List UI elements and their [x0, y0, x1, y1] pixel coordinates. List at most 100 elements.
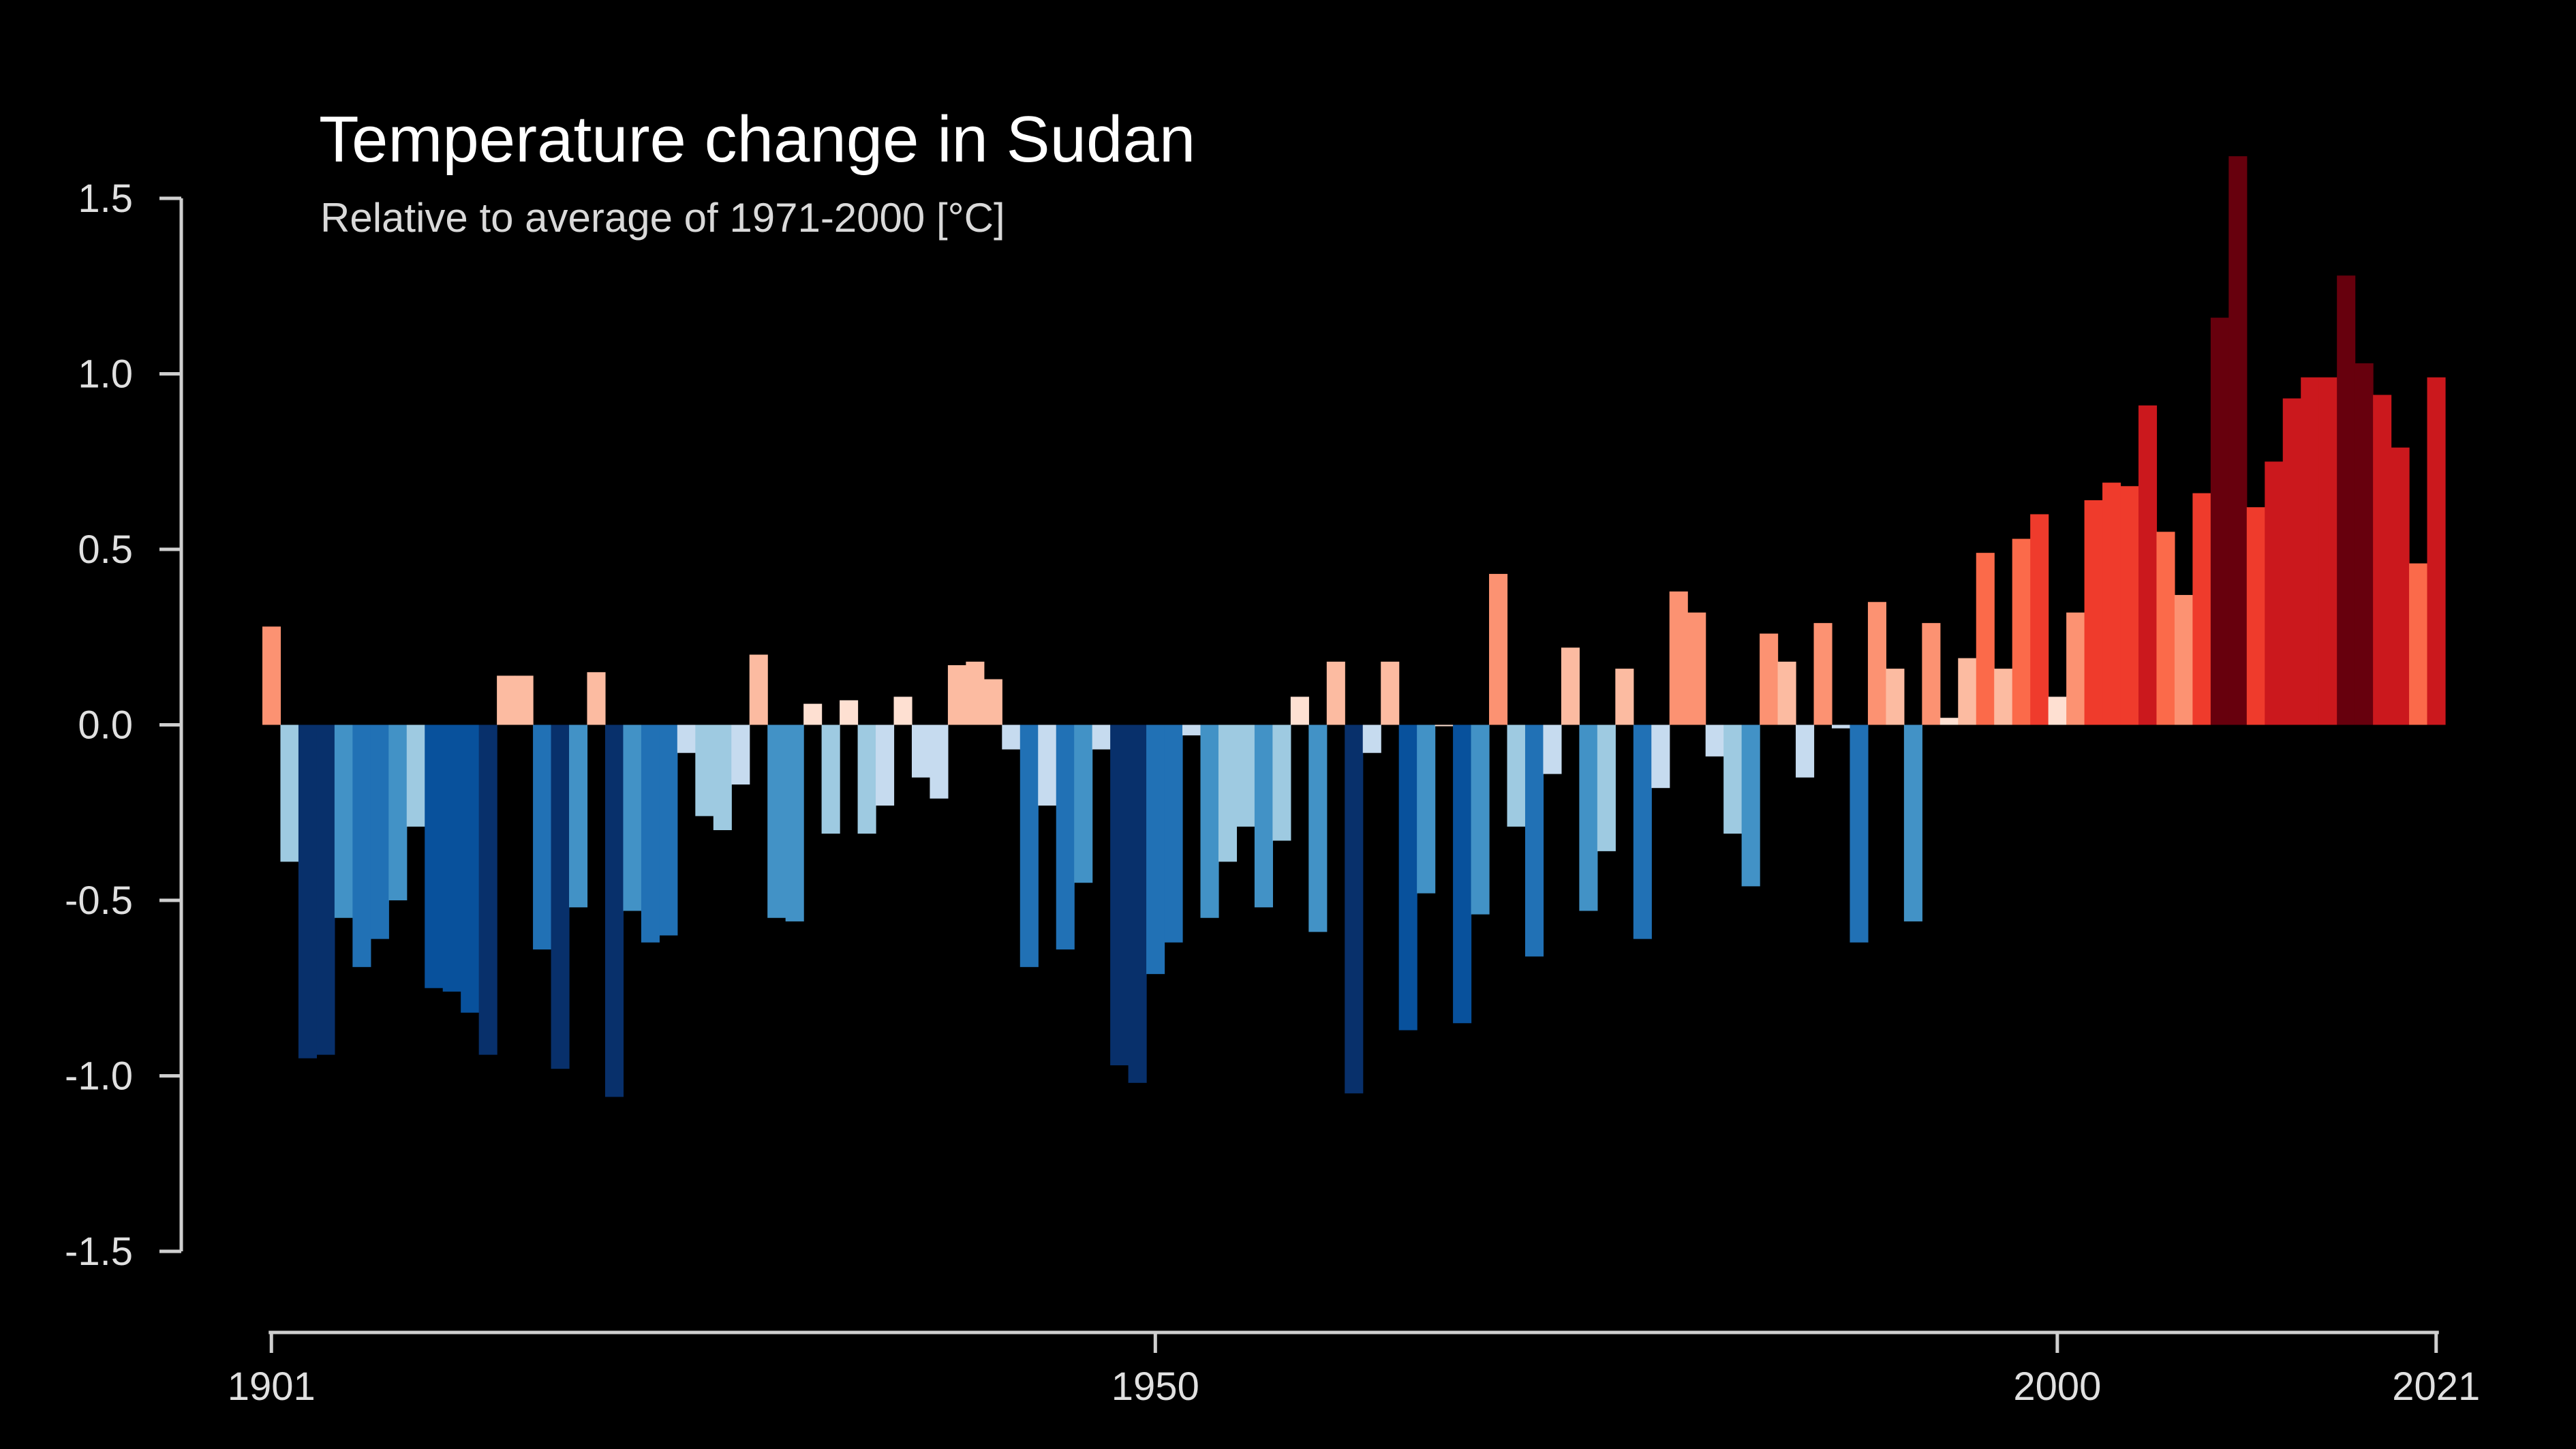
bar-1942	[1002, 724, 1021, 750]
bar-1980	[1687, 612, 1706, 725]
bar-1959	[1308, 724, 1328, 932]
bar-1994	[1939, 718, 1959, 725]
bar-1979	[1669, 591, 1688, 725]
bar-1992	[1903, 724, 1922, 921]
bar-1962	[1362, 724, 1381, 753]
bar-1914	[497, 675, 516, 725]
bar-2004	[2120, 486, 2139, 725]
bar-1901	[262, 626, 281, 725]
bar-1908	[388, 724, 408, 900]
bar-1976	[1615, 669, 1634, 725]
bar-1930	[785, 724, 804, 921]
bar-2010	[2228, 156, 2248, 725]
bar-2016	[2337, 275, 2356, 725]
bar-1965	[1417, 724, 1436, 894]
bar-1999	[2030, 514, 2049, 725]
bar-1910	[425, 724, 444, 988]
bar-1917	[551, 724, 570, 1069]
bar-1943	[1019, 724, 1039, 967]
bar-1920	[604, 724, 624, 1097]
y-tick-label: 1.0	[78, 352, 133, 397]
bar-1941	[983, 679, 1002, 725]
bar-1915	[515, 675, 534, 725]
bar-2009	[2210, 318, 2229, 725]
bar-1939	[947, 665, 966, 725]
bar-1928	[749, 654, 768, 725]
bar-1958	[1290, 697, 1309, 725]
bar-1986	[1796, 724, 1815, 778]
bar-1913	[478, 724, 497, 1055]
chart-subtitle: Relative to average of 1971-2000 [°C]	[320, 195, 1005, 241]
bar-1936	[893, 697, 913, 725]
bar-2005	[2138, 405, 2158, 725]
bar-1950	[1146, 724, 1165, 975]
bar-1961	[1345, 724, 1364, 1094]
bar-1932	[821, 724, 840, 834]
bar-1955	[1236, 724, 1255, 827]
bar-1993	[1922, 623, 1941, 725]
bar-1946	[1074, 724, 1093, 883]
bar-1944	[1038, 724, 1057, 806]
bar-1907	[370, 724, 389, 939]
x-tick-label: 2021	[2392, 1364, 2480, 1409]
bar-1923	[659, 724, 678, 936]
bar-2018	[2373, 395, 2392, 725]
bar-1995	[1958, 658, 1977, 725]
bar-1997	[1994, 669, 2013, 725]
bar-1918	[569, 724, 588, 908]
bar-1964	[1398, 724, 1417, 1031]
y-axis: 1.5 1.0 0.5 0.0 -0.5 -1.0 -1.5	[65, 177, 183, 1274]
bar-1945	[1056, 724, 1075, 950]
y-tick-label: -0.5	[65, 879, 133, 923]
bar-1967	[1453, 724, 1472, 1024]
bar-1904	[316, 724, 335, 1055]
bar-1970	[1507, 724, 1526, 827]
bar-2002	[2084, 500, 2103, 725]
bar-1938	[930, 724, 949, 799]
bar-1972	[1543, 724, 1562, 774]
y-tick-label: -1.5	[65, 1230, 133, 1274]
bar-1927	[731, 724, 750, 785]
bar-1971	[1524, 724, 1544, 957]
bar-1934	[857, 724, 876, 834]
bar-1903	[298, 724, 318, 1058]
bar-1956	[1254, 724, 1273, 908]
bar-1977	[1633, 724, 1652, 939]
bar-1987	[1813, 623, 1833, 725]
bar-1922	[641, 724, 660, 943]
bar-1940	[966, 661, 985, 725]
bar-1974	[1579, 724, 1598, 911]
bar-1948	[1110, 724, 1129, 1066]
bar-1985	[1777, 661, 1796, 725]
bar-1937	[911, 724, 931, 778]
bars-group	[262, 156, 2446, 1097]
x-tick-label: 1950	[1111, 1364, 1199, 1409]
bar-2000	[2048, 697, 2067, 725]
bar-1909	[406, 724, 425, 827]
bar-1926	[713, 724, 732, 830]
bar-1975	[1597, 724, 1616, 851]
bar-2019	[2391, 447, 2410, 725]
bar-1924	[677, 724, 696, 753]
bar-1902	[280, 724, 299, 862]
bar-1916	[533, 724, 552, 950]
bar-1925	[695, 724, 714, 817]
bar-1990	[1867, 602, 1886, 725]
bar-2001	[2066, 612, 2085, 725]
y-tick-label: 0.5	[78, 528, 133, 572]
bar-2007	[2174, 594, 2193, 725]
bar-1905	[334, 724, 353, 918]
bar-2012	[2265, 461, 2284, 725]
bar-2015	[2318, 377, 2337, 725]
bar-1949	[1128, 724, 1147, 1083]
bar-2021	[2427, 377, 2446, 725]
bar-1973	[1561, 647, 1580, 725]
bar-1954	[1218, 724, 1238, 862]
bar-1983	[1741, 724, 1760, 887]
bar-1912	[461, 724, 480, 1013]
bar-1957	[1272, 724, 1291, 841]
bar-1991	[1886, 669, 1905, 725]
bar-1984	[1760, 633, 1779, 725]
bar-1951	[1164, 724, 1183, 943]
bar-1969	[1489, 574, 1508, 725]
